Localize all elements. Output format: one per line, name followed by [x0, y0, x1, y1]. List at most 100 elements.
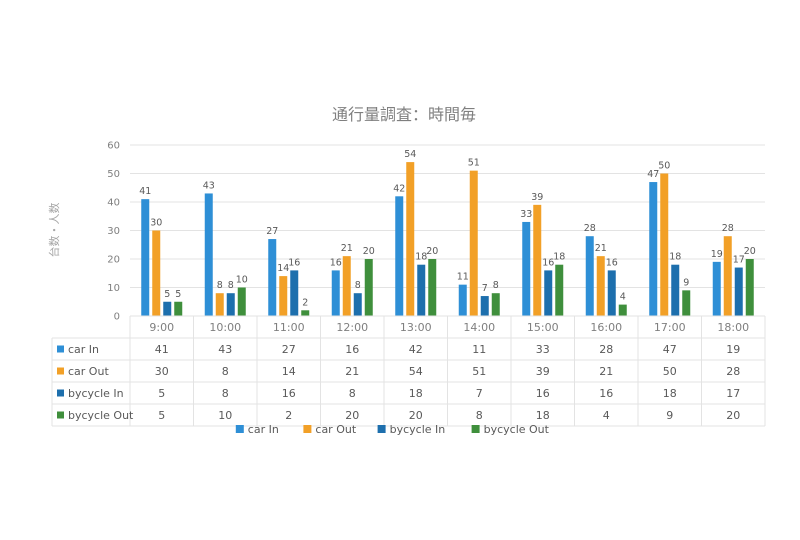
category-label: 10:00 [209, 321, 241, 334]
y-tick-label: 10 [107, 283, 120, 294]
data-label: 11 [457, 272, 469, 283]
chart-title: 通行量調査：時間毎 [332, 105, 476, 124]
data-label: 21 [341, 243, 353, 254]
data-label: 54 [404, 149, 416, 160]
gridlines [130, 144, 765, 317]
y-tick-label: 50 [107, 169, 120, 180]
table-cell: 16 [282, 387, 296, 400]
table-cell: 18 [663, 387, 677, 400]
table-cell: 16 [599, 387, 613, 400]
bar [660, 173, 669, 316]
data-label: 28 [722, 223, 734, 234]
data-label: 20 [363, 246, 375, 257]
legend-key [57, 411, 64, 419]
bar [544, 270, 553, 316]
y-tick-label: 30 [107, 226, 120, 237]
bar [364, 259, 373, 316]
y-axis-ticks: 0 10 20 30 40 50 60 [107, 141, 120, 323]
bar [174, 301, 183, 316]
bar [671, 264, 680, 316]
data-label: 27 [266, 226, 278, 237]
y-tick-label: 0 [114, 312, 120, 323]
bar [649, 182, 658, 316]
data-label: 16 [288, 257, 300, 268]
table-cell: 50 [663, 365, 677, 378]
table-cell: 16 [345, 343, 359, 356]
category-label: 14:00 [463, 321, 495, 334]
bar [163, 301, 172, 316]
legend: car In car Out bycycle In bycycle Out [235, 423, 550, 436]
table-cell: 11 [472, 343, 486, 356]
data-label: 8 [355, 280, 361, 291]
bar [618, 304, 627, 316]
data-label: 8 [228, 280, 234, 291]
table-cell: 28 [726, 365, 740, 378]
table-cell: 14 [282, 365, 296, 378]
data-label: 21 [595, 243, 607, 254]
category-label: 11:00 [273, 321, 305, 334]
y-tick-label: 60 [107, 141, 120, 152]
data-label: 16 [606, 257, 618, 268]
bar [226, 293, 235, 316]
category-label: 18:00 [717, 321, 749, 334]
data-label: 8 [493, 280, 499, 291]
data-label: 4 [620, 292, 626, 303]
data-label: 5 [175, 289, 181, 300]
bar [734, 267, 743, 316]
data-label: 16 [330, 257, 342, 268]
table-row-label: car In [68, 343, 99, 356]
legend-label: bycycle In [390, 423, 446, 436]
data-label: 39 [531, 192, 543, 203]
bar [596, 256, 605, 316]
data-label: 20 [426, 246, 438, 257]
bar [585, 236, 594, 316]
table-cell: 19 [726, 343, 740, 356]
category-label: 12:00 [336, 321, 368, 334]
table-cell: 51 [472, 365, 486, 378]
data-label: 8 [217, 280, 223, 291]
table-cell: 8 [222, 365, 229, 378]
category-label: 9:00 [149, 321, 174, 334]
data-label: 19 [711, 249, 723, 260]
bar [279, 276, 288, 316]
bar [406, 162, 415, 316]
category-label: 17:00 [654, 321, 686, 334]
bar [342, 256, 351, 316]
bar [522, 221, 531, 316]
y-tick-label: 20 [107, 255, 120, 266]
table-cell: 18 [536, 409, 550, 422]
bar [395, 196, 404, 316]
data-label: 47 [647, 169, 659, 180]
table-cell: 28 [599, 343, 613, 356]
data-table: 9:00 10:00 11:00 12:00 13:00 14:00 15:00 16:00 1… [51, 315, 766, 427]
legend-swatch [303, 425, 312, 433]
table-cell: 8 [349, 387, 356, 400]
table-row-label: bycycle Out [68, 409, 134, 422]
table-cell: 27 [282, 343, 296, 356]
bar [215, 293, 224, 316]
legend-key [57, 345, 64, 353]
data-label: 51 [468, 158, 480, 169]
legend-key [57, 367, 64, 375]
table-row-label: car Out [68, 365, 109, 378]
bar [353, 293, 362, 316]
category-label: 16:00 [590, 321, 622, 334]
table-cell: 10 [218, 409, 232, 422]
bar [428, 259, 437, 316]
bar [152, 230, 161, 316]
bar [682, 290, 691, 316]
table-cell: 9 [666, 409, 673, 422]
bar [607, 270, 616, 316]
table-cell: 4 [603, 409, 610, 422]
category-label: 15:00 [527, 321, 559, 334]
data-label: 18 [669, 252, 681, 263]
table-cell: 8 [476, 409, 483, 422]
table-cell: 21 [345, 365, 359, 378]
data-label: 43 [203, 180, 215, 191]
table-cell: 39 [536, 365, 550, 378]
data-label: 2 [302, 297, 308, 308]
bar [290, 270, 299, 316]
bar [237, 287, 246, 316]
